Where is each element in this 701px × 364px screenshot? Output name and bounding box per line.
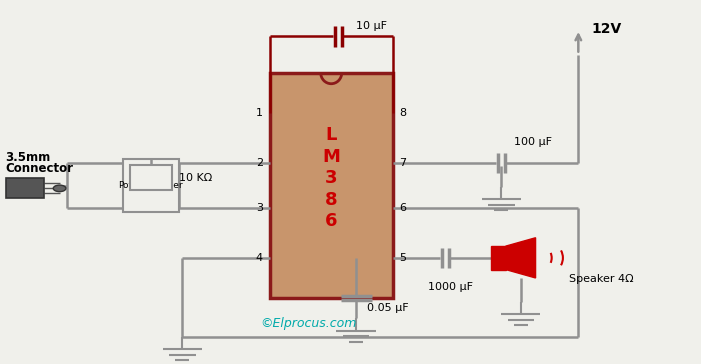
Bar bbox=[270, 73, 393, 298]
Text: 0.05 μF: 0.05 μF bbox=[367, 303, 408, 313]
Text: 4: 4 bbox=[256, 253, 263, 263]
Bar bbox=[123, 159, 179, 212]
Text: 2: 2 bbox=[256, 158, 263, 168]
Ellipse shape bbox=[53, 185, 66, 191]
Text: 1000 μF: 1000 μF bbox=[428, 281, 472, 292]
Text: Potentiometer: Potentiometer bbox=[118, 181, 183, 190]
Text: 6: 6 bbox=[400, 203, 407, 213]
Text: 10 μF: 10 μF bbox=[356, 21, 387, 31]
Text: Connector: Connector bbox=[6, 162, 74, 175]
Text: 3.5mm: 3.5mm bbox=[6, 151, 51, 164]
Polygon shape bbox=[506, 238, 536, 278]
Text: 12V: 12V bbox=[591, 22, 621, 36]
Text: L
M
3
8
6: L M 3 8 6 bbox=[322, 126, 340, 230]
Text: 3: 3 bbox=[256, 203, 263, 213]
Bar bbox=[6, 178, 44, 198]
Text: 10 KΩ: 10 KΩ bbox=[179, 173, 212, 183]
Bar bbox=[130, 165, 172, 190]
Text: 7: 7 bbox=[400, 158, 407, 168]
Bar bbox=[491, 246, 506, 270]
Text: 8: 8 bbox=[400, 108, 407, 118]
Text: ©Elprocus.com: ©Elprocus.com bbox=[260, 317, 357, 331]
Text: Speaker 4Ω: Speaker 4Ω bbox=[569, 274, 634, 284]
Text: 5: 5 bbox=[400, 253, 407, 263]
Text: 100 μF: 100 μF bbox=[514, 137, 552, 147]
Text: 1: 1 bbox=[256, 108, 263, 118]
